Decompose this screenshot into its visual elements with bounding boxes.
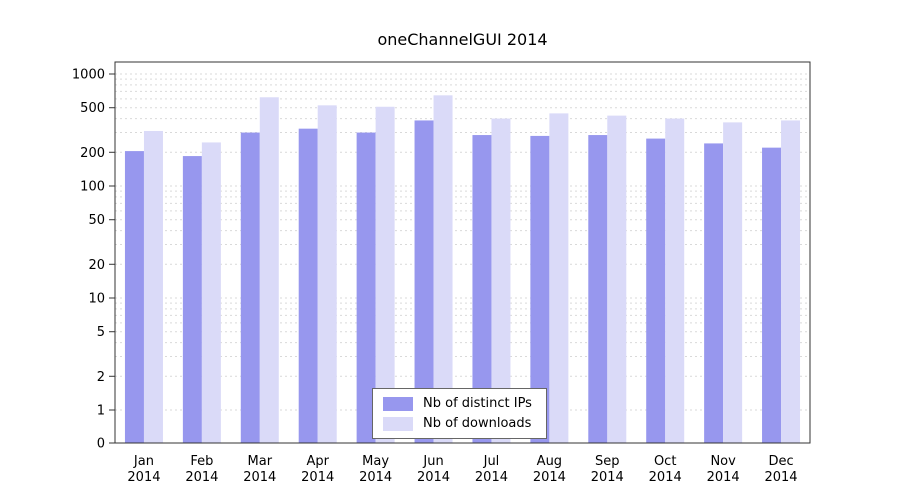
x-tick-label-year: 2014 [475, 470, 508, 485]
bar-distinct-ips [414, 120, 434, 443]
y-tick-label: 200 [80, 146, 105, 161]
bar-distinct-ips [182, 156, 202, 443]
x-tick-label-year: 2014 [301, 470, 334, 485]
x-tick-label-year: 2014 [649, 470, 682, 485]
y-tick-label: 1 [97, 404, 105, 419]
x-tick-label-year: 2014 [417, 470, 450, 485]
x-tick-label-month: Oct [654, 454, 676, 469]
bar-distinct-ips [240, 132, 260, 443]
bar-downloads [665, 118, 685, 444]
y-tick-label: 20 [88, 258, 105, 273]
x-tick-label-month: Dec [768, 454, 793, 469]
legend-swatch-downloads [383, 416, 413, 431]
x-tick-label-year: 2014 [764, 470, 797, 485]
x-tick-label-year: 2014 [533, 470, 566, 485]
x-tick-label-month: May [362, 454, 389, 469]
y-tick-label: 500 [80, 101, 105, 116]
bar-downloads [433, 95, 453, 443]
y-tick-label: 2 [97, 370, 105, 385]
y-tick-label: 1000 [72, 68, 105, 83]
x-tick-label-year: 2014 [707, 470, 740, 485]
legend-item-downloads: Nb of downloads [383, 416, 532, 431]
chart-legend: Nb of distinct IPs Nb of downloads [372, 388, 547, 439]
bar-downloads [549, 113, 569, 444]
bar-distinct-ips [704, 143, 724, 444]
plot-border [114, 61, 811, 444]
bar-downloads [259, 97, 279, 443]
chart-title: oneChannelGUI 2014 [377, 30, 548, 49]
bar-downloads [781, 120, 801, 443]
x-tick-label-year: 2014 [185, 470, 218, 485]
bar-downloads [317, 105, 337, 443]
y-tick-label: 5 [97, 325, 105, 340]
x-tick-label-year: 2014 [359, 470, 392, 485]
bar-downloads [375, 106, 395, 444]
bar-distinct-ips [124, 151, 144, 444]
x-tick-label-month: Jan [133, 454, 154, 469]
x-tick-label-year: 2014 [243, 470, 276, 485]
bar-distinct-ips [530, 135, 550, 443]
y-tick-label: 50 [88, 213, 105, 228]
legend-label-ips: Nb of distinct IPs [423, 396, 532, 411]
x-tick-label-month: Nov [710, 454, 736, 469]
legend-swatch-ips [383, 396, 413, 411]
y-tick-label: 100 [80, 180, 105, 195]
x-tick-label-month: Jun [422, 454, 443, 469]
bar-distinct-ips [356, 132, 376, 443]
bar-distinct-ips [298, 128, 318, 443]
bar-distinct-ips [588, 135, 608, 443]
y-tick-label: 0 [97, 437, 105, 452]
bar-downloads [201, 142, 221, 443]
x-tick-label-month: Feb [190, 454, 213, 469]
bar-distinct-ips [472, 135, 492, 443]
x-tick-label-month: Mar [248, 454, 273, 469]
legend-label-downloads: Nb of downloads [423, 416, 532, 431]
bar-downloads [143, 130, 163, 444]
x-tick-label-month: Aug [537, 454, 562, 469]
bar-distinct-ips [762, 147, 782, 443]
x-tick-label-month: Jul [483, 454, 500, 469]
legend-item-ips: Nb of distinct IPs [383, 396, 532, 411]
x-tick-label-year: 2014 [127, 470, 160, 485]
x-tick-label-year: 2014 [591, 470, 624, 485]
bar-distinct-ips [646, 138, 666, 443]
bar-downloads [723, 122, 743, 444]
x-tick-label-month: Apr [306, 454, 329, 469]
bar-downloads [491, 118, 511, 444]
bar-downloads [607, 115, 627, 444]
y-tick-label: 10 [88, 292, 105, 307]
x-tick-label-month: Sep [595, 454, 620, 469]
